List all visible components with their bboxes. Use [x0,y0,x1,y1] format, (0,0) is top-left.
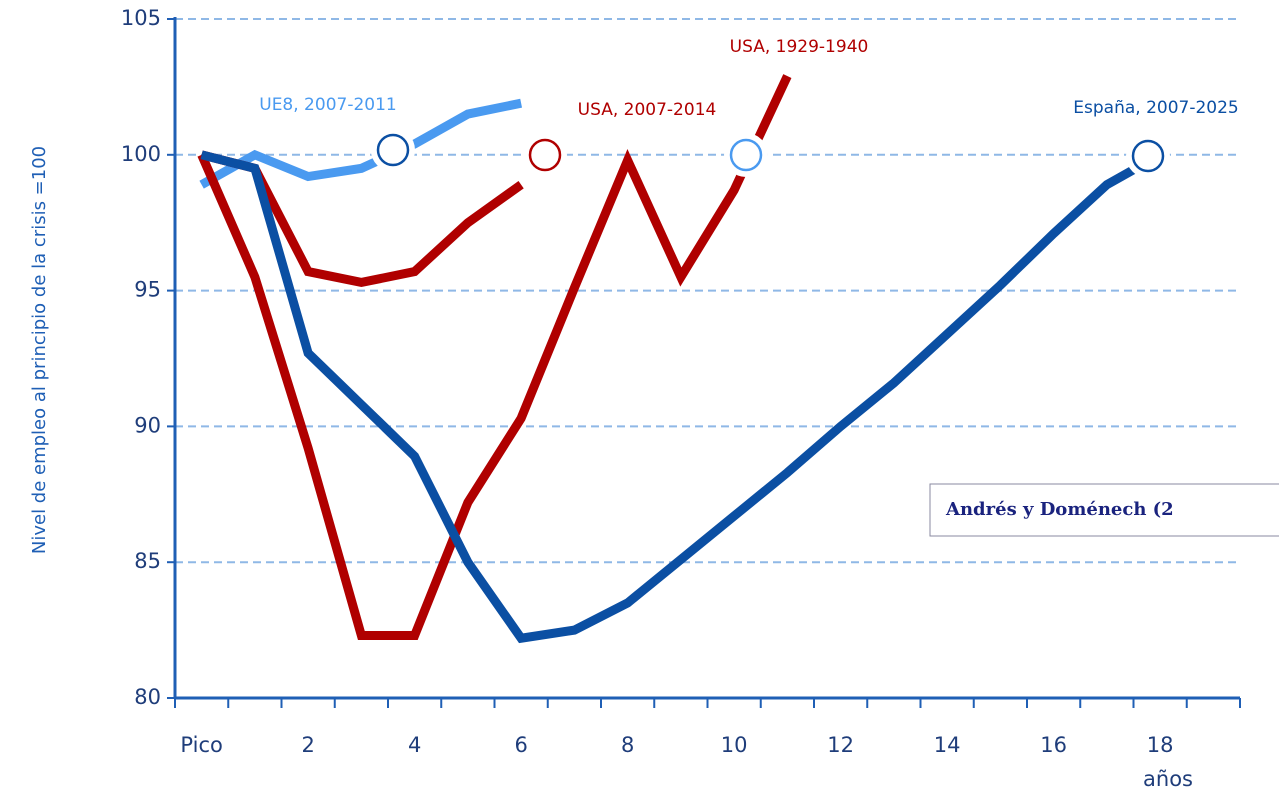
x-tick-label: 14 [934,733,961,757]
series-label: UE8, 2007-2011 [259,95,396,115]
marker [528,138,562,172]
source-note: Andrés y Doménech (2 [945,499,1174,520]
series-line [199,98,523,189]
series-line [200,150,1163,644]
y-tick-label: 90 [134,413,161,437]
marker [376,133,410,167]
y-tick-label: 80 [134,685,161,709]
x-tick-label: 6 [514,733,527,757]
x-axis-label: años [1143,767,1193,791]
x-tick-label: 18 [1147,733,1174,757]
x-tick-label: Pico [180,733,222,757]
x-tick-label: 12 [827,733,854,757]
y-tick-label: 95 [134,278,161,302]
x-tick-label: 10 [721,733,748,757]
y-tick-label: 105 [121,6,161,30]
marker [729,138,763,172]
marker [1131,139,1165,173]
x-tick-label: 2 [301,733,314,757]
series-label: USA, 2007-2014 [578,100,717,120]
y-tick-label: 100 [121,142,161,166]
x-tick-label: 16 [1040,733,1067,757]
y-axis-label: Nivel de empleo al principio de la crisi… [29,146,50,554]
x-tick-label: 4 [408,733,421,757]
series-line [197,74,792,641]
note-box [929,483,1279,537]
series-label: España, 2007-2025 [1073,98,1238,118]
series-label: USA, 1929-1940 [730,37,869,57]
x-tick-label: 8 [621,733,634,757]
y-tick-label: 85 [134,549,161,573]
